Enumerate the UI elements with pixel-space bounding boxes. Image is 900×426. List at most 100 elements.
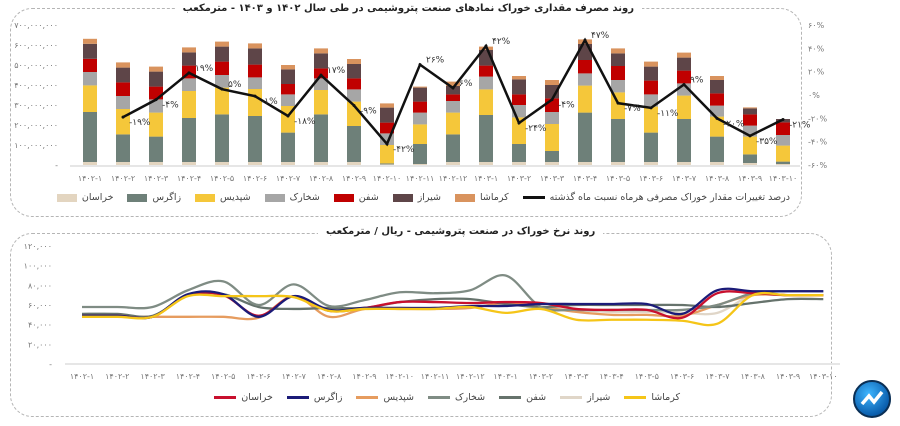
bar-segment xyxy=(281,132,295,162)
y2-tick-label: -۶۰% xyxy=(808,161,827,170)
brand-logo xyxy=(853,380,891,418)
bar-segment xyxy=(314,90,328,115)
change-point xyxy=(253,94,257,98)
x-tick-label: ۱۴۰۳-۵ xyxy=(606,174,630,183)
legend-item: شپدیس xyxy=(356,392,414,403)
change-point xyxy=(220,87,224,91)
bar-segment xyxy=(83,112,97,162)
x-tick-label: ۱۴۰۳-۵ xyxy=(635,372,659,381)
bar-segment xyxy=(248,116,262,162)
y2-tick-label: ۶۰% xyxy=(808,21,825,30)
bar-segment xyxy=(776,161,790,164)
legend-label: شپدیس xyxy=(220,192,251,203)
y-tick-label: ۶۰۰,۰۰۰,۰۰۰ xyxy=(14,41,58,50)
change-point xyxy=(682,83,686,86)
legend-swatch xyxy=(522,196,545,199)
bar-segment xyxy=(611,119,625,162)
bar-segment xyxy=(413,124,427,144)
change-label: -۳۵% xyxy=(756,137,778,147)
legend-swatch xyxy=(560,396,583,399)
change-label: ۴۷% xyxy=(591,31,610,41)
bar-segment xyxy=(512,94,526,105)
change-label: -۴% xyxy=(558,101,575,111)
legend-label: شخارک xyxy=(289,192,320,203)
bar-segment xyxy=(281,162,295,165)
bar-segment xyxy=(644,66,658,81)
change-point xyxy=(121,115,125,119)
bar-segment xyxy=(413,101,427,113)
bar-segment xyxy=(446,94,460,101)
bar-segment xyxy=(248,89,262,116)
change-label: ۶% xyxy=(459,79,473,89)
rate-chart-title: روند نرخ خوراک در صنعت پتروشیمی - ریال /… xyxy=(318,226,604,237)
change-label: -۷% xyxy=(624,104,641,114)
bar-segment xyxy=(83,72,97,86)
bar-segment xyxy=(215,87,229,115)
bar-segment xyxy=(347,89,361,102)
legend-item: درصد تغییرات مقدار خوراک مصرفی هرماه نسب… xyxy=(522,192,790,203)
bar-segment xyxy=(677,52,691,58)
change-point xyxy=(748,134,752,138)
bar-segment xyxy=(479,89,493,115)
y2-tick-label: ۰% xyxy=(808,91,820,100)
bar-segment xyxy=(248,162,262,165)
bar-segment xyxy=(644,106,658,133)
y-tick-label: ۲۰۰,۰۰۰,۰۰۰ xyxy=(14,121,58,130)
bar-segment xyxy=(380,145,394,164)
bar-segment xyxy=(446,162,460,165)
x-tick-label: ۱۴۰۲-۱۲ xyxy=(456,372,485,381)
bar-segment xyxy=(611,53,625,66)
x-tick-label: ۱۴۰۳-۱۰ xyxy=(769,174,798,183)
change-point xyxy=(352,104,356,107)
x-tick-label: ۱۴۰۳-۷ xyxy=(705,372,730,381)
bar-segment xyxy=(248,77,262,89)
legend-item: شفن xyxy=(499,392,546,403)
y-tick-label: ۶۰,۰۰۰ xyxy=(28,301,52,310)
x-tick-label: ۱۴۰۳-۷ xyxy=(672,174,697,183)
bar-segment xyxy=(578,112,592,162)
x-tick-label: ۱۴۰۳-۴ xyxy=(599,372,623,381)
bar-segment xyxy=(182,47,196,53)
legend-label: شپدیس xyxy=(383,392,415,403)
change-point xyxy=(781,118,785,121)
bar-segment xyxy=(677,57,691,71)
bar-segment xyxy=(380,103,394,108)
change-label: -۴۲% xyxy=(393,145,415,155)
bar-segment xyxy=(611,48,625,54)
legend-swatch xyxy=(214,396,237,399)
x-tick-label: ۱۴۰۲-۷ xyxy=(276,174,301,183)
bar-segment xyxy=(578,73,592,86)
bar-segment xyxy=(446,112,460,135)
y-tick-label: ۲۰,۰۰۰ xyxy=(28,340,52,349)
bar-segment xyxy=(743,163,757,165)
x-tick-label: ۱۴۰۲-۹ xyxy=(352,372,376,381)
change-label: -۱% xyxy=(261,97,278,107)
bar-segment xyxy=(413,87,427,102)
legend-label: شفن xyxy=(526,392,547,403)
change-point xyxy=(154,98,158,102)
bar-segment xyxy=(347,59,361,64)
bar-segment xyxy=(743,154,757,163)
legend-swatch xyxy=(624,396,647,399)
legend-swatch xyxy=(56,193,77,202)
bar-segment xyxy=(281,69,295,84)
legend-item: شفن xyxy=(333,192,379,203)
bar-segment xyxy=(677,95,691,119)
bar-segment xyxy=(644,80,658,95)
bar-segment xyxy=(776,135,790,146)
legend-label: شیراز xyxy=(587,392,611,403)
bar-segment xyxy=(281,65,295,70)
x-tick-label: ۱۴۰۳-۴ xyxy=(573,174,597,183)
bar-segment xyxy=(314,68,328,79)
bar-segment xyxy=(446,134,460,162)
legend-swatch xyxy=(428,396,451,399)
bar-segment xyxy=(710,76,724,80)
bar-segment xyxy=(644,61,658,67)
bar-segment xyxy=(182,91,196,118)
x-tick-label: ۱۴۰۲-۹ xyxy=(342,174,366,183)
bar-segment xyxy=(545,124,559,151)
change-point xyxy=(319,73,323,77)
bar-segment xyxy=(413,144,427,164)
y-tick-label: ۴۰۰,۰۰۰,۰۰۰ xyxy=(14,81,58,90)
bar-segment xyxy=(116,109,130,135)
